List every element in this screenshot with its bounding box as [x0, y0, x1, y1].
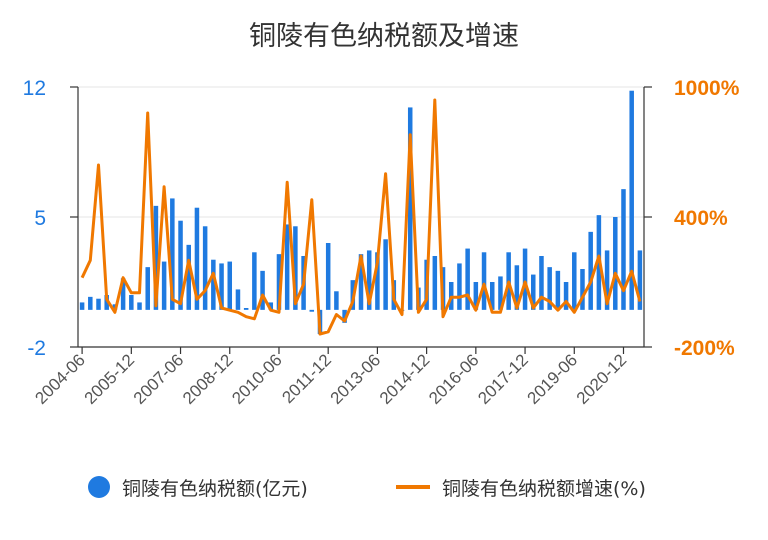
x-tick-label: 2010-06	[228, 350, 286, 408]
bar	[522, 248, 528, 310]
bar	[407, 107, 413, 310]
line-series	[80, 98, 642, 336]
bar-series	[79, 90, 643, 334]
bar	[309, 309, 315, 312]
bar	[563, 282, 569, 310]
bar	[489, 282, 495, 310]
bar	[161, 261, 167, 310]
bar	[613, 217, 618, 310]
bar	[637, 250, 643, 310]
x-tick-label: 2005-12	[81, 350, 139, 408]
growth-line	[80, 98, 642, 336]
x-tick-label: 2020-12	[573, 350, 631, 408]
bar	[170, 198, 175, 310]
bar	[120, 278, 126, 310]
x-tick-label: 2019-06	[524, 350, 582, 408]
bar	[498, 276, 503, 310]
bar	[284, 224, 290, 310]
chart-title: 铜陵有色纳税额及增速	[249, 21, 519, 52]
bar	[334, 291, 339, 310]
bar	[235, 289, 241, 310]
bar	[539, 256, 544, 310]
bar	[457, 263, 462, 310]
x-tick-label: 2007-06	[130, 350, 188, 408]
left-tick-label: 5	[34, 207, 46, 230]
bar	[211, 259, 216, 310]
right-tick-label: 400%	[674, 207, 728, 230]
x-tick-label: 2014-12	[376, 350, 434, 408]
bar	[621, 189, 626, 310]
bar	[129, 295, 134, 310]
bar	[202, 226, 208, 310]
bar	[580, 269, 585, 310]
right-tick-label: 1000%	[674, 77, 740, 100]
bar	[145, 267, 150, 310]
bar	[325, 243, 331, 310]
legend-item-line[interactable]: 铜陵有色纳税额增速(%)	[396, 472, 646, 502]
bar	[375, 252, 380, 310]
bar	[531, 274, 536, 310]
x-tick-label: 2013-06	[327, 350, 385, 408]
legend-line-swatch	[396, 485, 430, 489]
legend-item-bar[interactable]: 铜陵有色纳税额(亿元)	[88, 472, 308, 502]
legend-bar-swatch	[88, 476, 110, 498]
bar	[260, 270, 265, 310]
bar	[79, 302, 85, 310]
bar	[104, 295, 109, 310]
bar	[555, 270, 561, 310]
bar	[366, 250, 372, 310]
bar	[96, 298, 101, 310]
axes	[70, 86, 652, 354]
bar	[604, 250, 610, 310]
bar	[243, 308, 249, 310]
bar	[268, 302, 274, 310]
legend-line-label: 铜陵有色纳税额增速(%)	[442, 477, 646, 500]
bar	[88, 296, 93, 310]
legend-bar-label: 铜陵有色纳税额(亿元)	[122, 477, 308, 500]
bar	[342, 309, 347, 323]
bar	[276, 254, 282, 310]
bar	[227, 261, 233, 310]
bar	[358, 254, 364, 310]
bar	[178, 220, 183, 310]
bar	[137, 302, 142, 310]
bar	[572, 252, 577, 310]
left-tick-label: -2	[27, 337, 46, 360]
x-tick-label: 2017-12	[474, 350, 532, 408]
right-tick-label: -200%	[674, 337, 735, 360]
bar	[432, 256, 438, 310]
x-tick-label: 2011-12	[278, 350, 335, 407]
bar	[629, 90, 634, 310]
bar	[252, 252, 257, 310]
x-tick-label: 2008-12	[179, 350, 237, 408]
bar	[588, 231, 593, 310]
bar	[465, 248, 470, 310]
x-tick-label: 2016-06	[425, 350, 483, 408]
bar	[481, 252, 487, 310]
bar	[473, 282, 479, 310]
left-tick-label: 12	[23, 77, 46, 100]
bar	[153, 205, 159, 310]
bar	[514, 265, 520, 310]
bar	[383, 239, 388, 310]
bar	[547, 267, 552, 310]
bar	[186, 244, 191, 310]
bar	[293, 226, 298, 310]
bar	[194, 207, 200, 310]
bar	[219, 263, 224, 310]
